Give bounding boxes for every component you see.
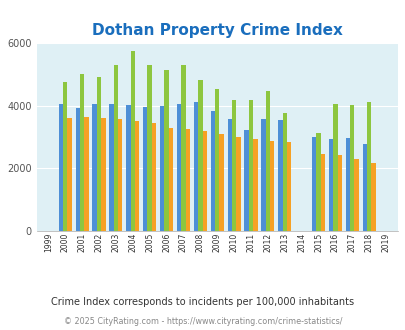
Bar xyxy=(58,104,63,231)
Bar xyxy=(84,117,89,231)
Bar xyxy=(113,65,118,231)
Bar xyxy=(345,138,349,231)
Bar xyxy=(164,71,168,231)
Bar xyxy=(109,104,113,231)
Bar xyxy=(315,133,320,231)
Bar xyxy=(160,106,164,231)
Bar xyxy=(261,119,265,231)
Bar xyxy=(181,65,185,231)
Bar xyxy=(185,129,190,231)
Bar xyxy=(151,123,156,231)
Bar xyxy=(198,80,202,231)
Bar xyxy=(63,82,67,231)
Bar xyxy=(147,65,151,231)
Bar xyxy=(282,114,286,231)
Bar xyxy=(248,100,253,231)
Bar xyxy=(227,119,231,231)
Bar xyxy=(244,130,248,231)
Bar xyxy=(130,51,134,231)
Bar xyxy=(320,154,324,231)
Bar xyxy=(231,100,236,231)
Bar xyxy=(366,102,371,231)
Bar xyxy=(193,102,198,231)
Bar xyxy=(143,107,147,231)
Bar xyxy=(215,89,219,231)
Bar xyxy=(362,144,366,231)
Bar xyxy=(265,90,269,231)
Bar xyxy=(253,139,257,231)
Bar xyxy=(75,108,80,231)
Bar xyxy=(354,159,358,231)
Bar xyxy=(277,120,282,231)
Title: Dothan Property Crime Index: Dothan Property Crime Index xyxy=(92,22,342,38)
Bar xyxy=(101,118,105,231)
Bar xyxy=(177,104,181,231)
Bar xyxy=(118,119,122,231)
Text: Crime Index corresponds to incidents per 100,000 inhabitants: Crime Index corresponds to incidents per… xyxy=(51,297,354,307)
Bar xyxy=(67,117,72,231)
Bar xyxy=(134,121,139,231)
Bar xyxy=(219,134,223,231)
Bar xyxy=(80,74,84,231)
Bar xyxy=(126,105,130,231)
Bar xyxy=(210,111,215,231)
Bar xyxy=(269,141,274,231)
Bar xyxy=(337,154,341,231)
Bar xyxy=(349,105,354,231)
Bar xyxy=(328,139,333,231)
Bar xyxy=(168,128,173,231)
Bar xyxy=(333,104,337,231)
Text: © 2025 CityRating.com - https://www.cityrating.com/crime-statistics/: © 2025 CityRating.com - https://www.city… xyxy=(64,317,341,326)
Bar xyxy=(371,163,375,231)
Bar xyxy=(286,142,291,231)
Bar xyxy=(96,77,101,231)
Bar xyxy=(236,137,240,231)
Bar xyxy=(92,104,96,231)
Bar xyxy=(311,137,315,231)
Bar xyxy=(202,131,207,231)
